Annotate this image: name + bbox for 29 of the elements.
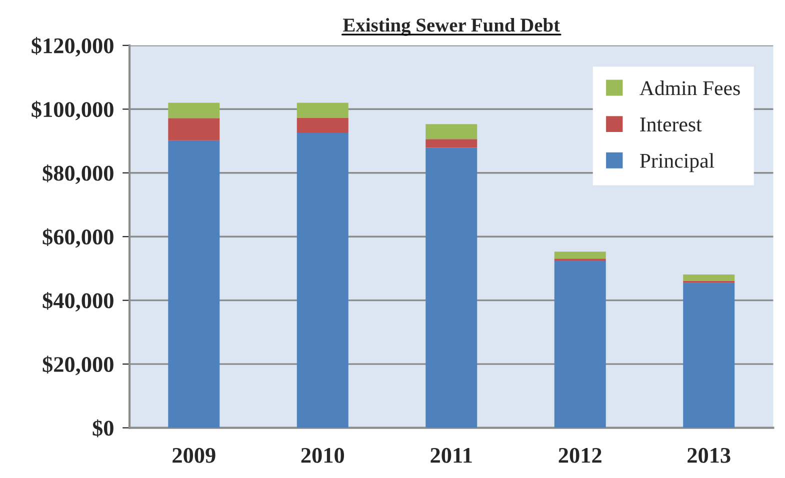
- bar: [168, 102, 220, 118]
- x-tick-label: 2011: [430, 448, 472, 463]
- x-tick-label: 2012: [558, 448, 602, 463]
- y-tick-label: $80,000: [42, 164, 114, 184]
- y-tick-label: $120,000: [32, 37, 114, 57]
- bar: [683, 274, 735, 281]
- legend-label: Admin Fees: [640, 80, 740, 96]
- bar: [168, 118, 220, 140]
- bar: [296, 133, 348, 428]
- x-tick-label: 2010: [301, 448, 344, 463]
- x-tick-label: 2013: [688, 448, 730, 463]
- bar: [296, 118, 348, 134]
- y-tick-label: $60,000: [42, 228, 114, 248]
- chart-title: Existing Sewer Fund Debt: [343, 18, 560, 36]
- bar: [296, 102, 348, 118]
- bar: [554, 260, 606, 428]
- bar: [554, 252, 606, 259]
- legend-label: Principal: [640, 153, 714, 172]
- bar: [426, 139, 478, 148]
- y-tick-label: $40,000: [42, 292, 114, 312]
- x-tick-label: 2009: [172, 448, 216, 463]
- y-tick-label: $0: [92, 419, 114, 438]
- bar: [168, 140, 220, 428]
- bar: [426, 148, 478, 428]
- y-tick-label: $20,000: [42, 356, 114, 376]
- legend-label: Interest: [640, 118, 702, 132]
- bar: [426, 124, 478, 140]
- bar: [683, 282, 735, 428]
- y-tick-label: $100,000: [32, 100, 114, 120]
